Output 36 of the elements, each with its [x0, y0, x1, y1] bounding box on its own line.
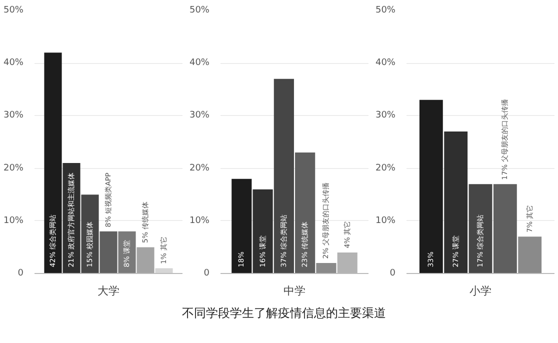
x-axis-title: 大学 — [98, 284, 120, 298]
bar — [155, 268, 173, 274]
y-tick-label: 20% — [375, 163, 396, 174]
bar — [295, 152, 316, 274]
y-tick-label: 20% — [189, 163, 210, 174]
y-tick-label: 50% — [189, 6, 210, 16]
y-tick-label: 30% — [189, 110, 210, 121]
bar — [419, 100, 443, 274]
y-tick-label: 10% — [3, 216, 24, 226]
bar — [232, 178, 252, 274]
y-tick-label: 30% — [3, 110, 24, 121]
y-tick-label: 0 — [204, 268, 210, 278]
y-tick-label: 50% — [375, 6, 396, 16]
bar — [444, 131, 468, 274]
bar — [44, 52, 62, 274]
y-tick-label: 30% — [375, 110, 396, 121]
bar — [252, 189, 273, 274]
bar — [493, 184, 517, 274]
y-tick-label: 10% — [375, 216, 396, 226]
y-tick-label: 40% — [375, 58, 396, 68]
bar — [274, 78, 294, 274]
text: 不同学段学生了解疫情信息的主要渠道 — [182, 305, 386, 322]
x-axis-title: 中学 — [284, 284, 306, 298]
bar — [316, 262, 336, 274]
bar — [81, 194, 99, 274]
y-tick-label: 40% — [3, 58, 24, 68]
y-tick-label: 20% — [3, 163, 24, 174]
bar — [518, 236, 542, 274]
y-tick-label: 40% — [189, 58, 210, 68]
x-axis-title: 小学 — [470, 284, 492, 298]
bar — [136, 247, 154, 274]
y-tick-label: 0 — [390, 268, 396, 278]
y-tick-label: 0 — [18, 268, 24, 278]
bar — [100, 231, 118, 274]
y-tick-label: 10% — [189, 216, 210, 226]
y-tick-label: 50% — [3, 6, 24, 16]
